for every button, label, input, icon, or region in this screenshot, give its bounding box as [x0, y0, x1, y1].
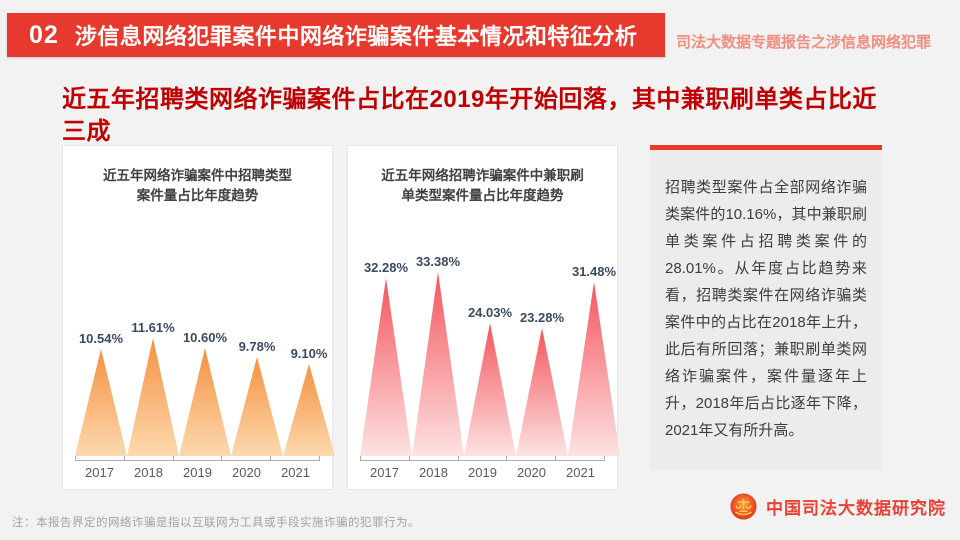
- x-tick-label: 2019: [183, 465, 212, 480]
- triangle-bar: [179, 348, 231, 456]
- x-tick-label: 2018: [134, 465, 163, 480]
- axis-tick: [457, 456, 507, 460]
- axis-tick: [555, 456, 605, 460]
- analysis-paragraph: 招聘类型案件占全部网络诈骗类案件的10.16%，其中兼职刷单类案件占招聘类案件的…: [665, 179, 867, 439]
- bar-column: 11.61%: [127, 205, 179, 456]
- axis-tick: [75, 456, 124, 460]
- axis-tick: [408, 456, 458, 460]
- bar-column: 31.48%: [568, 205, 620, 456]
- triangle-bar: [75, 349, 127, 456]
- triangle-bar: [568, 282, 620, 456]
- bar-column: 23.28%: [516, 205, 568, 456]
- report-series-label: 司法大数据专题报告之涉信息网络犯罪: [676, 34, 932, 51]
- triangle-bar: [127, 338, 179, 456]
- triangle-bar: [516, 328, 568, 456]
- x-tick-label: 2020: [232, 465, 261, 480]
- x-axis: [75, 456, 320, 461]
- court-emblem-logo: [730, 493, 757, 520]
- bar-column: 9.10%: [283, 205, 335, 456]
- x-axis: [360, 456, 605, 461]
- x-tick-label: 2018: [419, 465, 448, 480]
- axis-tick: [221, 456, 270, 460]
- data-label: 10.54%: [78, 331, 124, 346]
- data-label: 10.60%: [182, 330, 228, 345]
- bar-column: 9.78%: [231, 205, 283, 456]
- x-tick-label: 2020: [517, 465, 546, 480]
- axis-tick: [506, 456, 555, 460]
- chart-title: 近五年网络招聘诈骗案件中兼职刷 单类型案件量占比年度趋势: [381, 168, 584, 203]
- data-label: 23.28%: [519, 310, 565, 325]
- section-number: 02: [29, 20, 59, 49]
- bar-column: 10.60%: [179, 205, 231, 456]
- bar-column: 32.28%: [360, 205, 412, 456]
- data-label: 9.10%: [290, 346, 328, 361]
- data-label: 33.38%: [415, 254, 461, 269]
- triangle-bar: [283, 364, 335, 456]
- bar-column: 10.54%: [75, 205, 127, 456]
- footer-brand: 中国司法大数据研究院: [730, 493, 946, 520]
- footnote: 注：本报告界定的网络诈骗是指以互联网为工具或手段实施诈骗的犯罪行为。: [12, 517, 420, 529]
- chart-title: 近五年网络诈骗案件中招聘类型 案件量占比年度趋势: [103, 168, 292, 203]
- section-title: 涉信息网络犯罪案件中网络诈骗案件基本情况和特征分析: [74, 24, 638, 49]
- organization-name: 中国司法大数据研究院: [766, 499, 946, 518]
- chart-card-recruitment-trend: 近五年网络诈骗案件中招聘类型 案件量占比年度趋势 10.54% 11.61% 10.…: [62, 145, 335, 490]
- triangle-bar: [412, 272, 464, 456]
- x-tick-label: 2019: [468, 465, 497, 480]
- axis-tick: [123, 456, 173, 460]
- triangle-bar: [231, 357, 283, 456]
- x-tick-label: 2017: [370, 465, 399, 480]
- chart-card-parttime-brushing-trend: 近五年网络招聘诈骗案件中兼职刷 单类型案件量占比年度趋势 32.28% 33.38…: [347, 145, 620, 490]
- x-axis-labels: 2017 2018 2019 2020 2021: [75, 461, 320, 489]
- data-label: 11.61%: [131, 320, 175, 335]
- data-label: 32.28%: [363, 260, 409, 275]
- x-tick-label: 2021: [566, 465, 595, 480]
- chart-plot-area: 10.54% 11.61% 10.60% 9.78% 9.10%: [63, 205, 335, 456]
- x-tick-label: 2017: [85, 465, 114, 480]
- chart-plot-area: 32.28% 33.38% 24.03% 23.28% 31.48%: [348, 205, 620, 456]
- triangle-bar: [360, 278, 412, 456]
- page-headline: 近五年招聘类网络诈骗案件占比在2019年开始回落，其中兼职刷单类占比近三成: [62, 86, 877, 145]
- analysis-text-panel: 招聘类型案件占全部网络诈骗类案件的10.16%，其中兼职刷单类案件占招聘类案件的…: [650, 145, 882, 470]
- axis-tick: [172, 456, 222, 460]
- x-tick-label: 2021: [281, 465, 310, 480]
- section-header-banner: 02 涉信息网络犯罪案件中网络诈骗案件基本情况和特征分析: [7, 13, 665, 57]
- axis-tick: [360, 456, 409, 460]
- triangle-bar: [464, 323, 516, 456]
- data-label: 24.03%: [467, 305, 513, 320]
- bar-column: 33.38%: [412, 205, 464, 456]
- data-label: 9.78%: [238, 339, 276, 354]
- data-label: 31.48%: [571, 264, 617, 279]
- x-axis-labels: 2017 2018 2019 2020 2021: [360, 461, 605, 489]
- axis-tick: [270, 456, 320, 460]
- bar-column: 24.03%: [464, 205, 516, 456]
